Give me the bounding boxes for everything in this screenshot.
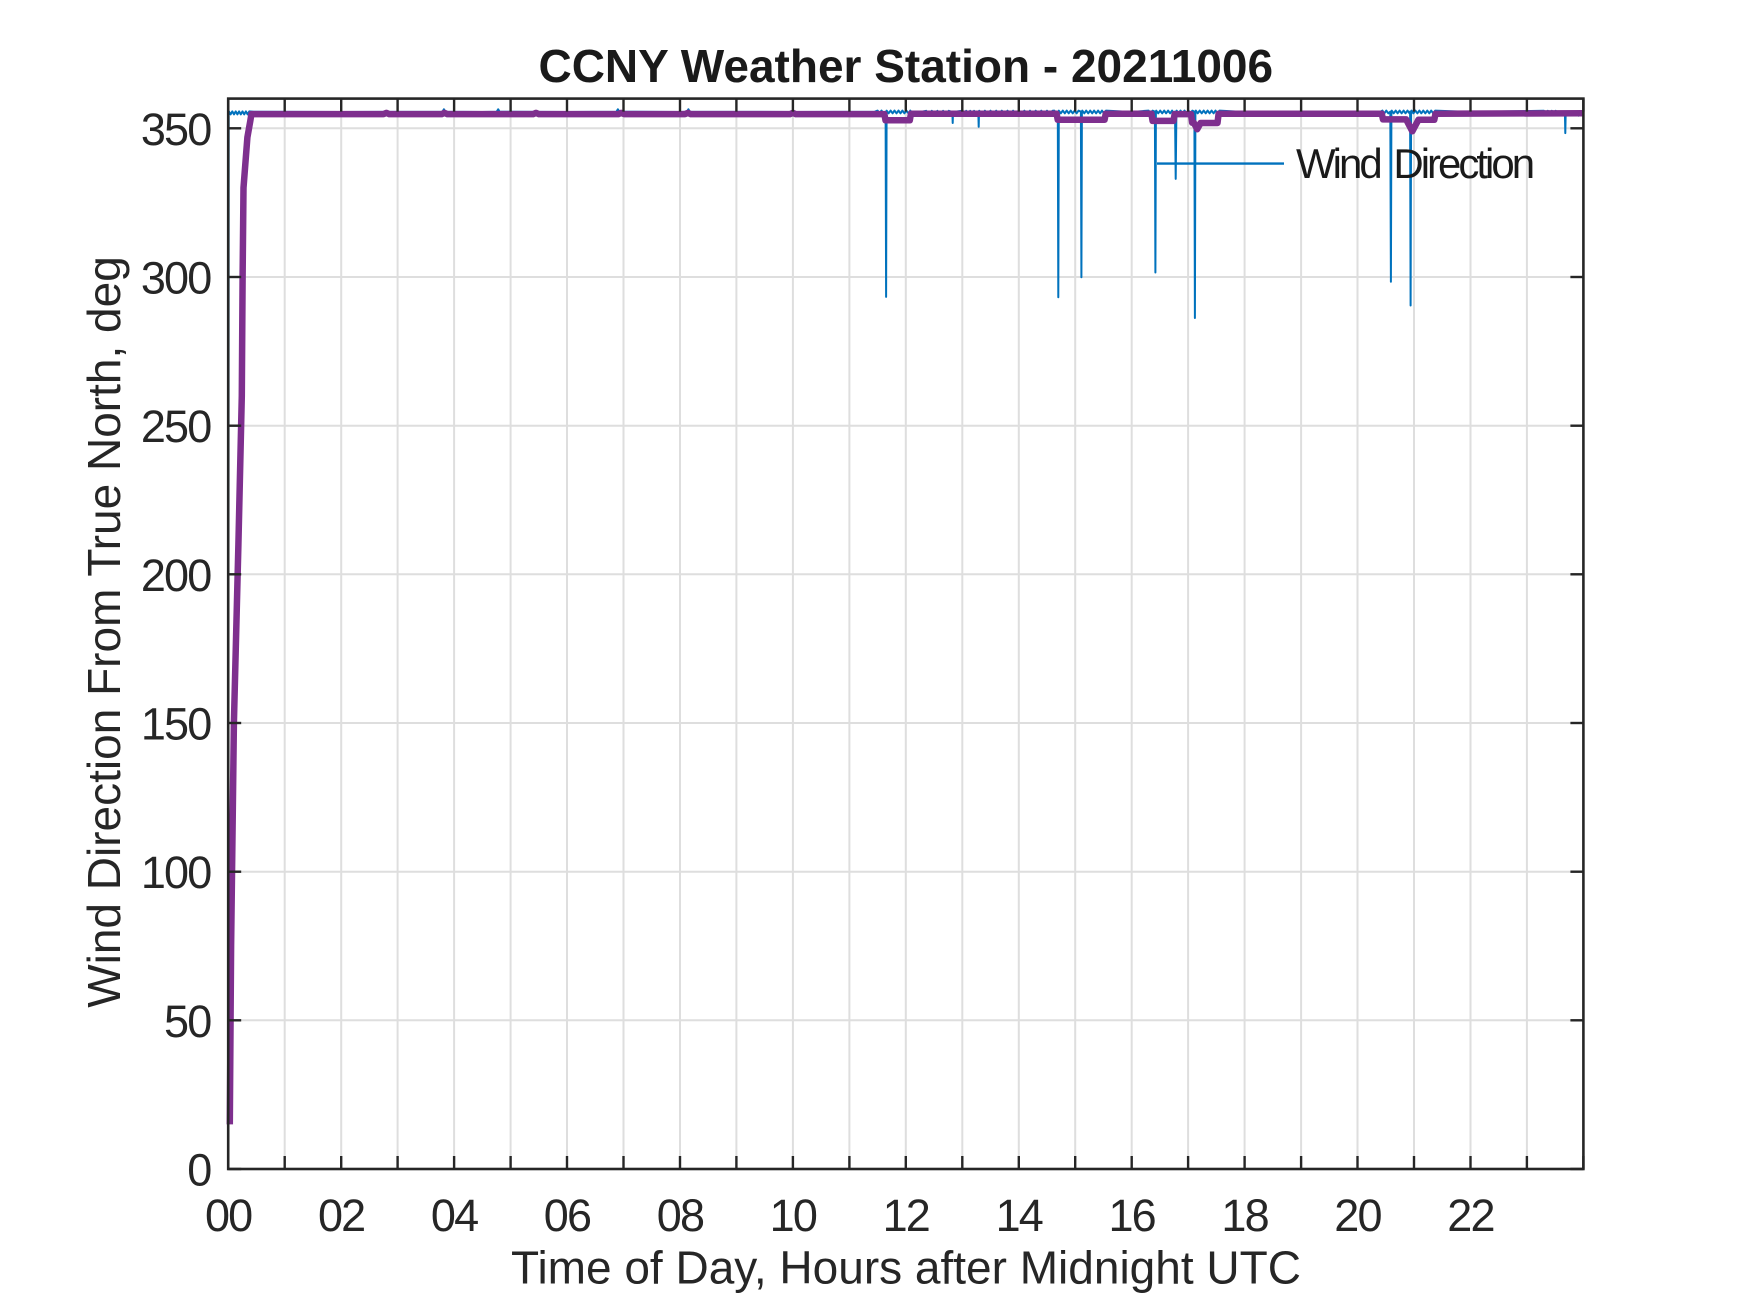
svg-text:CCNY Weather Station - 2021100: CCNY Weather Station - 20211006 — [538, 40, 1273, 92]
svg-text:14: 14 — [996, 1190, 1043, 1241]
svg-text:100: 100 — [141, 847, 211, 898]
svg-text:06: 06 — [544, 1190, 591, 1241]
svg-text:10: 10 — [770, 1190, 817, 1241]
svg-text:300: 300 — [141, 253, 211, 304]
svg-text:12: 12 — [883, 1190, 929, 1241]
svg-text:200: 200 — [141, 550, 211, 601]
svg-text:02: 02 — [318, 1190, 364, 1241]
svg-text:250: 250 — [141, 401, 211, 452]
svg-text:04: 04 — [431, 1190, 478, 1241]
svg-text:16: 16 — [1108, 1190, 1155, 1241]
svg-text:18: 18 — [1221, 1190, 1268, 1241]
svg-text:Time of Day, Hours after Midni: Time of Day, Hours after Midnight UTC — [511, 1242, 1301, 1294]
svg-text:Wind Direction From True North: Wind Direction From True North, deg — [78, 256, 130, 1008]
svg-text:00: 00 — [205, 1190, 252, 1241]
svg-text:Wind Direction: Wind Direction — [1296, 140, 1533, 187]
svg-text:0: 0 — [187, 1145, 211, 1196]
svg-text:22: 22 — [1447, 1190, 1493, 1241]
svg-text:20: 20 — [1334, 1190, 1381, 1241]
svg-text:150: 150 — [141, 699, 211, 750]
svg-text:50: 50 — [164, 996, 211, 1047]
svg-text:350: 350 — [141, 104, 211, 155]
svg-text:08: 08 — [657, 1190, 704, 1241]
